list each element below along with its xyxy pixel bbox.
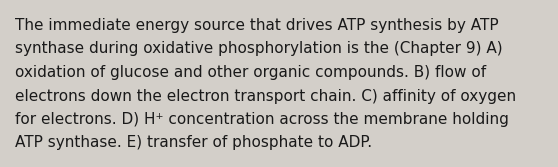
Text: oxidation of glucose and other organic compounds. B) flow of: oxidation of glucose and other organic c… xyxy=(15,65,486,80)
Text: electrons down the electron transport chain. C) affinity of oxygen: electrons down the electron transport ch… xyxy=(15,89,516,104)
Text: synthase during oxidative phosphorylation is the (Chapter 9) A): synthase during oxidative phosphorylatio… xyxy=(15,42,503,56)
Text: for electrons. D) H⁺ concentration across the membrane holding: for electrons. D) H⁺ concentration acros… xyxy=(15,112,509,127)
Text: ATP synthase. E) transfer of phosphate to ADP.: ATP synthase. E) transfer of phosphate t… xyxy=(15,135,372,150)
Text: The immediate energy source that drives ATP synthesis by ATP: The immediate energy source that drives … xyxy=(15,18,499,33)
